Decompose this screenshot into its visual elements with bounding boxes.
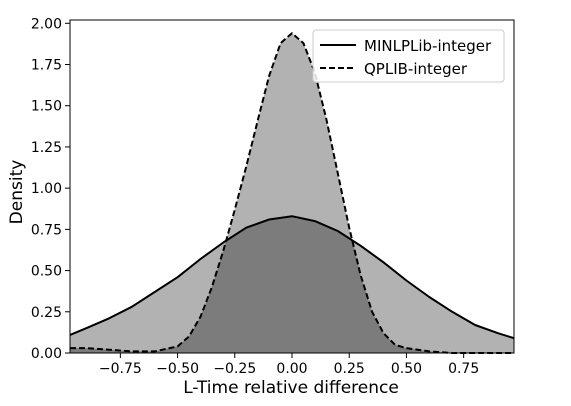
y-tick-label: 0.50 [31, 264, 62, 280]
x-tick-label: −0.25 [213, 361, 256, 377]
ticks-layer: −0.75 −0.50 −0.25 0.00 0.25 0.50 0.75 0.00 0.25 0… [31, 16, 479, 377]
y-tick-label: 1.50 [31, 99, 62, 115]
y-tick-label: 0.00 [31, 346, 62, 362]
x-tick-label: 0.50 [391, 361, 422, 377]
y-tick-label: 0.75 [31, 222, 62, 238]
x-tick-label: 0.75 [448, 361, 479, 377]
density-line-qplib [70, 32, 514, 354]
density-fill-minlplib [70, 216, 514, 353]
x-axis-label: L-Time relative difference [183, 378, 399, 398]
density-line-minlplib [69, 215, 515, 340]
y-axis-label: Density [7, 160, 27, 225]
legend-label-minlplib: MINLPLib-integer [364, 37, 492, 55]
fills-layer [70, 33, 514, 353]
x-tick-label: −0.75 [99, 361, 142, 377]
y-tick-label: 0.25 [31, 305, 62, 321]
legend-frame [312, 29, 505, 83]
y-tick-label: 1.25 [31, 140, 62, 156]
y-tick-label: 2.00 [31, 16, 62, 32]
y-tick-label: 1.75 [31, 58, 62, 74]
y-tick-label: 1.00 [31, 181, 62, 197]
x-tick-label: 0.00 [276, 361, 307, 377]
x-tick-label: 0.25 [334, 361, 365, 377]
legend: MINLPLib-integer QPLIB-integer [312, 29, 505, 83]
lines-layer [69, 32, 515, 354]
x-tick-label: −0.50 [156, 361, 199, 377]
density-fill-qplib [70, 33, 514, 353]
legend-label-qplib: QPLIB-integer [364, 60, 468, 78]
